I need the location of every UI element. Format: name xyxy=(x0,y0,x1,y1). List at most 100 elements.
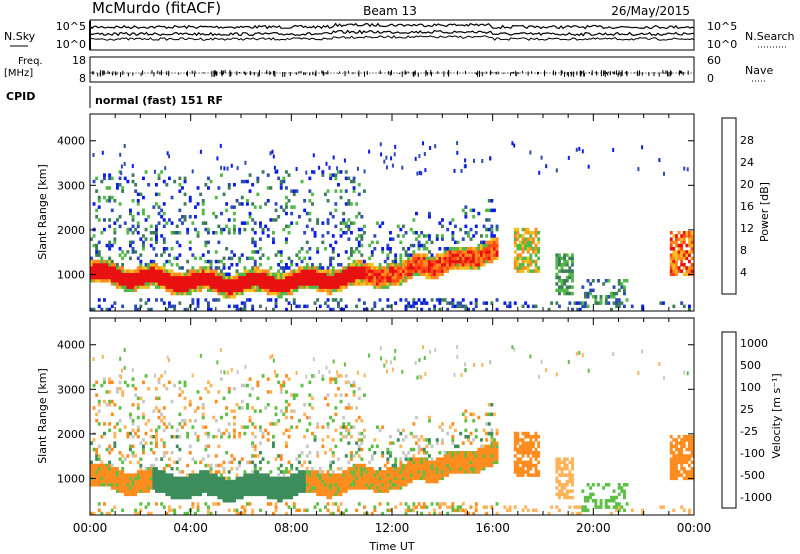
power-cell xyxy=(448,253,452,257)
power-cell xyxy=(118,176,122,181)
power-cell xyxy=(227,227,231,232)
power-cell xyxy=(201,266,205,270)
velocity-cell xyxy=(352,383,356,388)
velocity-cell xyxy=(225,428,229,433)
power-cell xyxy=(253,231,257,235)
power-cell xyxy=(121,269,125,273)
power-cell xyxy=(597,301,600,305)
power-cell xyxy=(199,272,203,277)
velocity-cell xyxy=(474,508,478,513)
power-cell xyxy=(685,266,689,270)
velocity-cell xyxy=(344,435,348,439)
power-cell xyxy=(300,272,304,277)
velocity-cell xyxy=(428,467,431,471)
power-cell xyxy=(222,272,226,277)
power-cell xyxy=(404,263,408,267)
power-cell xyxy=(92,266,96,270)
velocity-cell xyxy=(259,473,262,477)
velocity-cell xyxy=(555,492,559,497)
velocity-cell xyxy=(495,460,499,465)
velocity-cell xyxy=(350,479,353,484)
power-cell xyxy=(610,295,613,299)
power-cell xyxy=(339,195,343,200)
velocity-cell xyxy=(131,473,135,477)
velocity-cell xyxy=(243,505,247,509)
power-cell xyxy=(129,272,132,277)
velocity-cell xyxy=(199,460,203,465)
velocity-cell xyxy=(480,460,483,465)
power-cell xyxy=(534,304,538,309)
velocity-cell xyxy=(238,486,242,490)
velocity-cell xyxy=(108,473,112,477)
velocity-cell xyxy=(438,463,442,468)
power-cell xyxy=(295,275,299,280)
power-cell xyxy=(131,272,135,277)
velocity-cell xyxy=(565,473,569,477)
power-cell xyxy=(311,227,314,232)
velocity-cell xyxy=(251,444,255,449)
velocity-cell xyxy=(363,476,366,481)
power-cell xyxy=(287,301,291,305)
velocity-cell xyxy=(477,415,481,420)
power-cell xyxy=(147,275,151,280)
power-cell xyxy=(558,256,561,261)
power-cell xyxy=(446,263,450,267)
velocity-cell xyxy=(428,476,431,481)
velocity-cell xyxy=(472,463,476,468)
velocity-cell xyxy=(220,489,223,493)
power-cell xyxy=(292,282,296,286)
power-cell xyxy=(165,183,169,187)
power-cell xyxy=(555,272,559,277)
velocity-cell xyxy=(178,486,182,490)
velocity-cell xyxy=(121,467,125,471)
velocity-cell xyxy=(490,454,494,458)
velocity-cell xyxy=(214,479,218,484)
power-cell xyxy=(149,275,153,280)
power-cell xyxy=(326,266,330,270)
velocity-cell xyxy=(194,486,197,490)
velocity-cell xyxy=(269,479,273,484)
velocity-cell xyxy=(118,473,122,477)
velocity-cell xyxy=(625,483,629,487)
power-cell xyxy=(227,288,231,293)
power-cell xyxy=(331,279,335,283)
power-cell xyxy=(487,250,491,254)
power-cell xyxy=(136,192,140,197)
velocity-cell xyxy=(144,505,148,509)
power-cell xyxy=(513,250,517,254)
power-cell xyxy=(139,298,143,302)
power-cell xyxy=(305,250,309,254)
power-cell xyxy=(212,279,216,283)
velocity-cell xyxy=(183,419,187,423)
velocity-cell xyxy=(438,476,442,481)
power-cell xyxy=(199,192,203,197)
power-cell xyxy=(209,263,213,267)
velocity-cell xyxy=(105,511,109,516)
power-cell xyxy=(454,263,457,267)
power-cell xyxy=(370,279,374,283)
power-cell xyxy=(188,247,192,251)
power-cell xyxy=(318,165,321,170)
velocity-cell xyxy=(142,412,145,417)
power-cell xyxy=(529,234,533,238)
velocity-cell xyxy=(118,374,122,378)
power-cell xyxy=(157,211,161,216)
power-cell xyxy=(266,298,270,302)
velocity-cell xyxy=(269,470,273,474)
velocity-cell xyxy=(339,479,343,484)
velocity-cell xyxy=(225,451,229,455)
power-cell xyxy=(448,301,452,305)
velocity-cell xyxy=(623,483,626,487)
power-cell xyxy=(305,263,309,267)
power-cell xyxy=(305,269,309,273)
power-cell xyxy=(155,275,158,280)
velocity-cell xyxy=(201,476,205,481)
velocity-cell xyxy=(311,374,314,378)
power-cell xyxy=(97,275,101,280)
power-cell xyxy=(142,269,145,273)
power-cell xyxy=(464,158,467,163)
velocity-cell xyxy=(584,495,587,500)
velocity-cell xyxy=(451,502,455,506)
power-cell xyxy=(391,275,395,280)
power-cell xyxy=(485,301,489,305)
